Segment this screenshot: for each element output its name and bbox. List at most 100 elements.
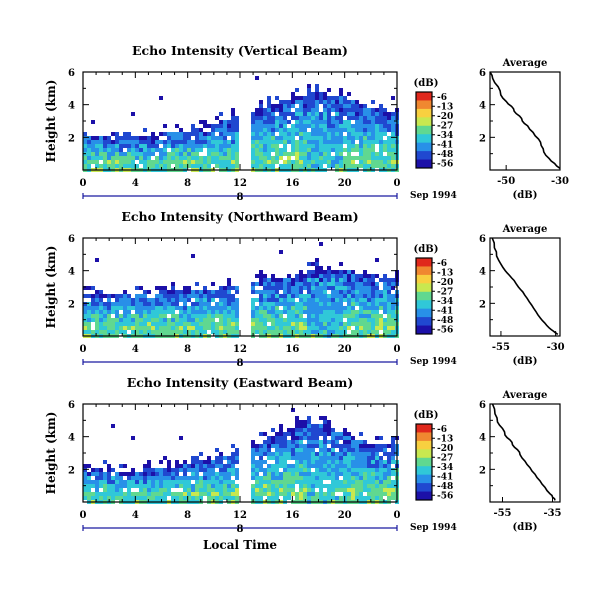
echo-cell xyxy=(191,322,195,326)
colorbar-level: -48 xyxy=(437,482,453,492)
colorbar-level: -6 xyxy=(437,425,447,435)
echo-cell xyxy=(143,294,147,298)
echo-cell xyxy=(191,152,195,156)
echo-cell xyxy=(267,444,271,448)
echo-cell xyxy=(375,302,379,306)
echo-cell xyxy=(83,326,87,330)
echo-cell xyxy=(391,480,395,484)
echo-cell xyxy=(343,480,347,484)
echo-cell xyxy=(351,322,355,326)
echo-cell xyxy=(363,484,367,488)
echo-cell xyxy=(307,274,311,278)
echo-cell xyxy=(383,306,387,310)
echo-cell xyxy=(355,128,359,132)
echo-cell xyxy=(159,310,163,314)
echo-cell xyxy=(143,464,147,468)
echo-cell xyxy=(311,492,315,496)
echo-cell xyxy=(295,282,299,286)
echo-cell xyxy=(99,318,103,322)
echo-cell xyxy=(91,156,95,160)
echo-cell xyxy=(327,140,331,144)
echo-cell xyxy=(275,128,279,132)
echo-cell xyxy=(343,484,347,488)
echo-cell xyxy=(183,294,187,298)
echo-cell xyxy=(267,318,271,322)
echo-cell xyxy=(367,140,371,144)
echo-cell xyxy=(299,326,303,330)
echo-cell xyxy=(331,294,335,298)
echo-cell xyxy=(331,480,335,484)
echo-cell xyxy=(387,144,391,148)
echo-cell xyxy=(179,330,183,334)
echo-cell xyxy=(319,298,323,302)
echo-cell xyxy=(295,294,299,298)
echo-cell xyxy=(391,152,395,156)
echo-cell xyxy=(271,298,275,302)
echo-cell xyxy=(319,492,323,496)
x-tick-label: 0 xyxy=(394,178,401,189)
echo-cell xyxy=(367,302,371,306)
echo-cell xyxy=(279,294,283,298)
echo-cell xyxy=(187,326,191,330)
echo-cell xyxy=(387,326,391,330)
echo-cell xyxy=(191,156,195,160)
echo-cell xyxy=(391,440,395,444)
echo-cell xyxy=(115,496,119,500)
echo-cell xyxy=(379,294,383,298)
echo-cell xyxy=(171,156,175,160)
echo-cell xyxy=(367,128,371,132)
echo-cell xyxy=(319,128,323,132)
echo-cell xyxy=(115,472,119,476)
echo-cell xyxy=(119,492,123,496)
echo-cell xyxy=(271,108,275,112)
echo-cell xyxy=(255,472,259,476)
echo-cell xyxy=(287,464,291,468)
echo-cell xyxy=(103,310,107,314)
echo-cell xyxy=(219,318,223,322)
echo-cell xyxy=(151,136,155,140)
echo-cell xyxy=(347,302,351,306)
echo-cell xyxy=(367,278,371,282)
echo-cell xyxy=(215,488,219,492)
echo-cell xyxy=(179,310,183,314)
echo-cell xyxy=(375,164,379,168)
echo-cell xyxy=(335,472,339,476)
echo-cell xyxy=(143,140,147,144)
echo-cell xyxy=(127,164,131,168)
echo-cell xyxy=(283,152,287,156)
echo-cell xyxy=(91,492,95,496)
colorbar-swatch xyxy=(416,100,432,110)
echo-cell xyxy=(299,112,303,116)
echo-cell xyxy=(299,108,303,112)
echo-cell xyxy=(323,136,327,140)
echo-cell xyxy=(167,302,171,306)
echo-cell xyxy=(299,144,303,148)
echo-cell xyxy=(327,120,331,124)
echo-cell xyxy=(271,124,275,128)
echo-cell xyxy=(291,464,295,468)
echo-cell xyxy=(287,322,291,326)
echo-cell xyxy=(355,318,359,322)
echo-cell xyxy=(271,164,275,168)
profile-x-tick-label: -50 xyxy=(497,176,515,187)
echo-cell xyxy=(251,492,255,496)
echo-cell xyxy=(271,148,275,152)
echo-cell xyxy=(147,136,151,140)
echo-cell xyxy=(367,322,371,326)
echo-cell xyxy=(343,428,347,432)
echo-cell xyxy=(347,116,351,120)
echo-cell xyxy=(323,468,327,472)
echo-cell xyxy=(267,278,271,282)
echo-cell xyxy=(327,286,331,290)
echo-cell xyxy=(107,156,111,160)
echo-cell xyxy=(251,464,255,468)
echo-cell xyxy=(275,148,279,152)
echo-cell xyxy=(347,484,351,488)
echo-cell xyxy=(219,484,223,488)
colorbar-swatch xyxy=(416,291,432,301)
echo-cell xyxy=(179,160,183,164)
echo-cell xyxy=(275,120,279,124)
echo-cell xyxy=(323,326,327,330)
echo-cell xyxy=(127,310,131,314)
echo-cell xyxy=(95,136,99,140)
